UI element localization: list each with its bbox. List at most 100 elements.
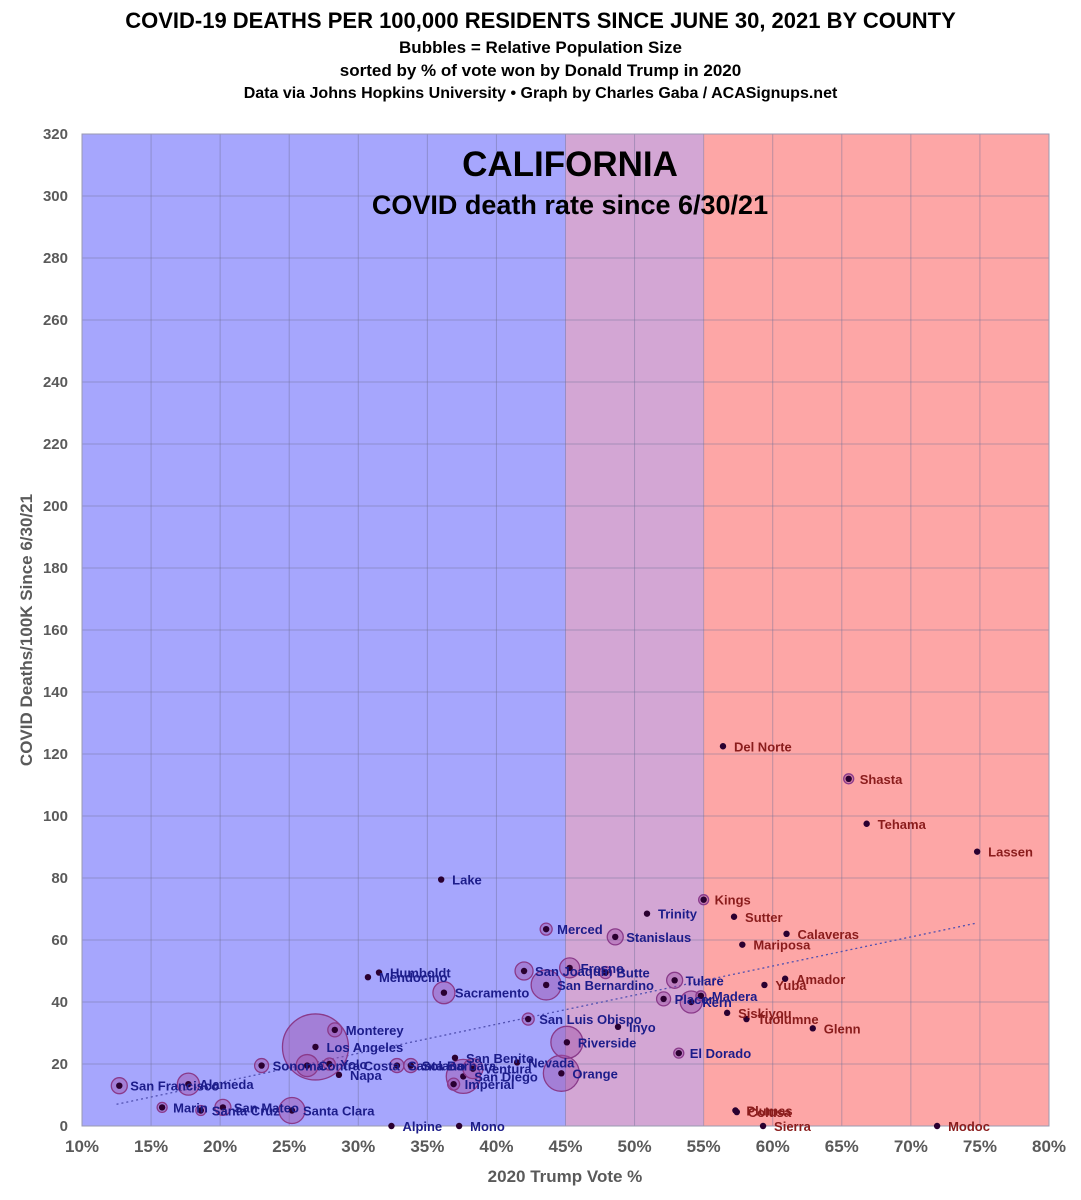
data-label: Contra Costa xyxy=(318,1059,400,1074)
point-marker xyxy=(185,1080,192,1088)
data-points xyxy=(110,743,981,1130)
y-tick-label: 240 xyxy=(43,374,68,391)
y-tick-label: 300 xyxy=(43,188,68,205)
x-tick-label: 50% xyxy=(618,1137,652,1156)
point-marker xyxy=(563,1039,571,1046)
data-label: Placer xyxy=(675,992,714,1007)
data-label: Monterey xyxy=(346,1023,405,1038)
vote-band-0 xyxy=(82,134,566,1126)
point-marker xyxy=(688,998,695,1006)
point-marker xyxy=(303,1062,311,1069)
data-label: Santa Clara xyxy=(303,1104,375,1119)
data-label: Marin xyxy=(173,1100,208,1115)
data-label: San Diego xyxy=(474,1069,538,1084)
data-label: Glenn xyxy=(824,1021,861,1036)
point-marker xyxy=(697,992,705,999)
point-marker xyxy=(614,1023,622,1030)
data-label: Madera xyxy=(712,989,758,1004)
data-label: Los Angeles xyxy=(326,1040,403,1055)
y-tick-label: 120 xyxy=(43,746,68,763)
data-label: Butte xyxy=(617,966,650,981)
y-tick-label: 80 xyxy=(51,870,68,887)
data-label: Trinity xyxy=(658,907,698,922)
x-tick-label: 15% xyxy=(134,1137,168,1156)
point-marker xyxy=(643,910,651,917)
data-label: Mariposa xyxy=(753,938,811,953)
y-tick-label: 200 xyxy=(43,498,68,515)
point-marker xyxy=(525,1015,532,1023)
point-marker xyxy=(781,975,789,982)
point-marker xyxy=(393,1062,401,1069)
point-marker xyxy=(158,1104,166,1111)
point-marker xyxy=(761,981,768,989)
chart-subtitle-source: Data via Johns Hopkins University • Grap… xyxy=(243,85,838,102)
y-tick-label: 320 xyxy=(43,126,68,143)
x-tick-label: 60% xyxy=(756,1137,790,1156)
y-axis-ticks: 0 20 40 60 80 100 120 140 160 180 200 220 240 260 280 3… xyxy=(43,126,68,1135)
point-marker xyxy=(730,913,738,920)
y-tick-label: 180 xyxy=(43,560,68,577)
data-label: Lake xyxy=(452,873,482,888)
x-tick-label: 75% xyxy=(963,1137,997,1156)
point-marker xyxy=(973,848,981,855)
data-label: Modoc xyxy=(948,1119,990,1134)
y-tick-label: 260 xyxy=(43,312,68,329)
data-label: Ventura xyxy=(484,1062,532,1077)
point-marker xyxy=(335,1071,343,1079)
point-marker xyxy=(743,1015,750,1023)
x-tick-label: 70% xyxy=(894,1137,928,1156)
point-marker xyxy=(809,1025,816,1032)
data-label: Calaveras xyxy=(798,927,859,942)
point-marker xyxy=(375,969,383,976)
data-label: San Bernardino xyxy=(557,978,654,993)
data-label: Siskiyou xyxy=(738,1006,792,1021)
data-label: Mono xyxy=(470,1119,505,1134)
y-tick-label: 100 xyxy=(43,808,68,825)
data-label: Inyo xyxy=(629,1020,656,1035)
x-tick-label: 40% xyxy=(479,1137,513,1156)
x-tick-label: 30% xyxy=(341,1137,375,1156)
data-label: Santa Barbara xyxy=(408,1059,497,1074)
data-label: San Mateo xyxy=(234,1100,299,1115)
data-label: Yuba xyxy=(775,978,807,993)
point-marker xyxy=(863,820,870,827)
point-marker xyxy=(116,1082,123,1089)
vote-band-2 xyxy=(703,134,1049,1126)
x-axis-label: 2020 Trump Vote % xyxy=(488,1167,643,1186)
point-marker xyxy=(566,964,573,972)
point-marker xyxy=(197,1107,205,1114)
data-label: Orange xyxy=(572,1066,618,1081)
data-label: Solano xyxy=(422,1059,465,1074)
point-marker xyxy=(513,1059,521,1066)
point-marker xyxy=(733,1108,740,1116)
data-label: Amador xyxy=(796,972,845,987)
data-label: San Joaquin xyxy=(535,964,612,979)
data-label: Sonoma xyxy=(273,1059,325,1074)
data-label: Tuolumne xyxy=(757,1012,818,1027)
data-label: San Benito xyxy=(466,1051,534,1066)
point-marker xyxy=(407,1062,414,1069)
data-label: Alameda xyxy=(199,1077,254,1092)
point-marker xyxy=(700,896,707,903)
data-label: Del Norte xyxy=(734,739,792,754)
point-marker xyxy=(542,925,550,933)
inner-subtitle: COVID death rate since 6/30/21 xyxy=(372,190,768,220)
data-label: Plumas xyxy=(746,1104,792,1119)
point-marker xyxy=(288,1107,296,1114)
point-marker xyxy=(933,1122,941,1130)
data-label: Nevada xyxy=(528,1055,575,1070)
point-marker xyxy=(759,1122,767,1130)
point-marker xyxy=(739,941,746,948)
data-label: San Luis Obispo xyxy=(539,1012,642,1027)
vote-bands xyxy=(82,134,1049,1126)
y-tick-label: 40 xyxy=(51,994,68,1011)
x-tick-label: 35% xyxy=(410,1137,444,1156)
y-tick-label: 160 xyxy=(43,622,68,639)
point-marker xyxy=(219,1104,227,1111)
data-label: Yolo xyxy=(340,1057,367,1072)
point-marker xyxy=(660,995,667,1003)
data-label: Colusa xyxy=(748,1105,792,1120)
data-label: Shasta xyxy=(860,772,903,787)
point-marker xyxy=(558,1070,565,1077)
point-marker xyxy=(612,933,619,941)
